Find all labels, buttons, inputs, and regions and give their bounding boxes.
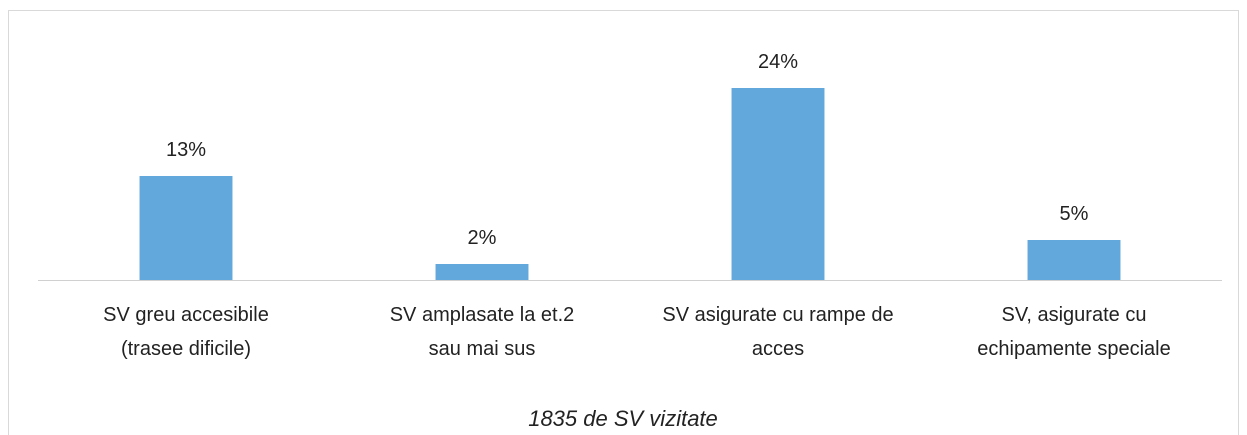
bar <box>1027 240 1121 280</box>
bar <box>139 176 233 280</box>
bar <box>731 88 825 280</box>
bar <box>435 264 529 280</box>
x-tick-label: SV asigurate cu rampe de acces <box>662 304 894 360</box>
value-label: 24% <box>758 51 798 73</box>
x-tick-label: SV greu accesibile (trasee dificile) <box>103 304 269 360</box>
value-label: 2% <box>468 227 497 249</box>
x-tick-label: SV, asigurate cu echipamente speciale <box>977 304 1171 360</box>
value-label: 5% <box>1060 203 1089 225</box>
x-axis-label: 1835 de SV vizitate <box>528 406 718 431</box>
x-tick-label: SV amplasate la et.2 sau mai sus <box>389 304 575 360</box>
chart-border <box>8 10 1239 435</box>
value-label: 13% <box>166 139 206 161</box>
